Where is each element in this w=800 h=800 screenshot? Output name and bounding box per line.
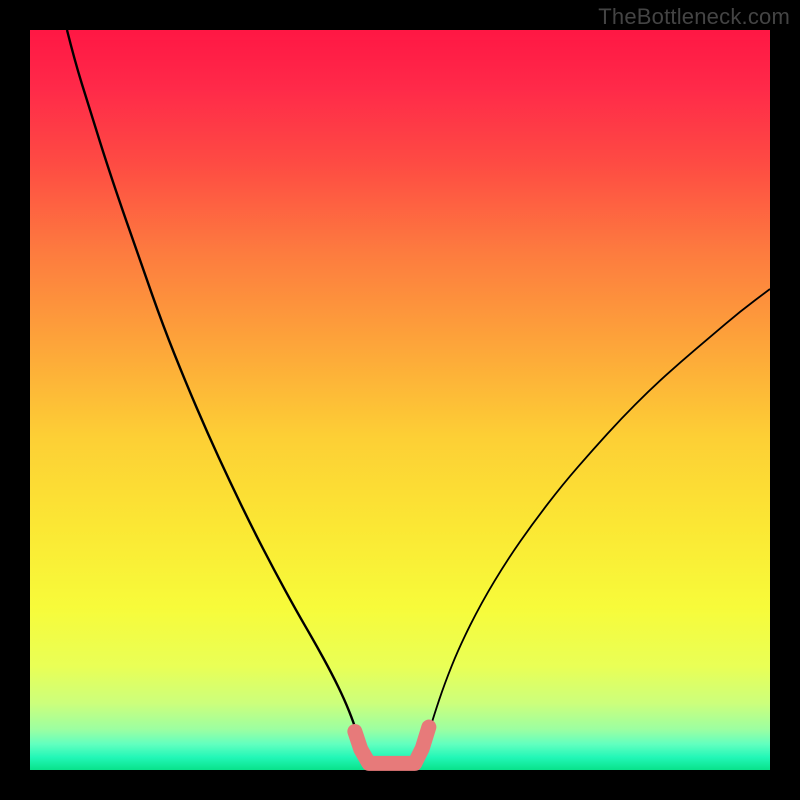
chart-svg [0,0,800,800]
chart-canvas [0,0,800,800]
plot-area [30,30,770,770]
watermark-text: TheBottleneck.com [598,4,790,30]
